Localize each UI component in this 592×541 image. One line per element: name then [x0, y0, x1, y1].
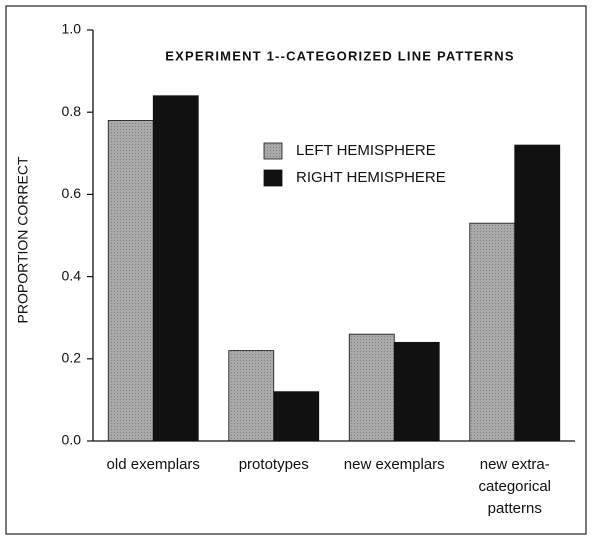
- y-tick-label: 0.8: [62, 103, 82, 119]
- x-tick-label: new exemplars: [343, 456, 445, 473]
- y-tick-label: 0.0: [62, 432, 82, 448]
- y-tick-label: 0.4: [62, 267, 82, 283]
- bar: [273, 391, 320, 442]
- y-tick-label: 0.2: [62, 350, 82, 366]
- legend-texture: [264, 143, 282, 159]
- bar: [152, 95, 199, 442]
- y-tick-label: 1.0: [62, 21, 82, 37]
- bar-texture: [469, 223, 515, 441]
- bar-texture: [228, 350, 274, 441]
- bar-texture: [349, 334, 395, 441]
- frame: [5, 5, 587, 535]
- x-tick-label: old exemplars: [106, 456, 200, 473]
- x-tick-label: new extra-categorical patterns: [478, 456, 552, 517]
- legend-label: RIGHT HEMISPHERE: [296, 169, 446, 186]
- x-tick-label: prototypes: [238, 456, 309, 473]
- legend-swatch: [263, 169, 283, 187]
- bar: [393, 341, 440, 442]
- bar-texture: [108, 120, 154, 442]
- chart-title: EXPERIMENT 1--CATEGORIZED LINE PATTERNS: [165, 48, 514, 63]
- bar: [514, 144, 561, 442]
- y-axis-label: PROPORTION CORRECT: [15, 156, 31, 323]
- y-tick-label: 0.6: [62, 185, 82, 201]
- legend-label: LEFT HEMISPHERE: [296, 142, 436, 159]
